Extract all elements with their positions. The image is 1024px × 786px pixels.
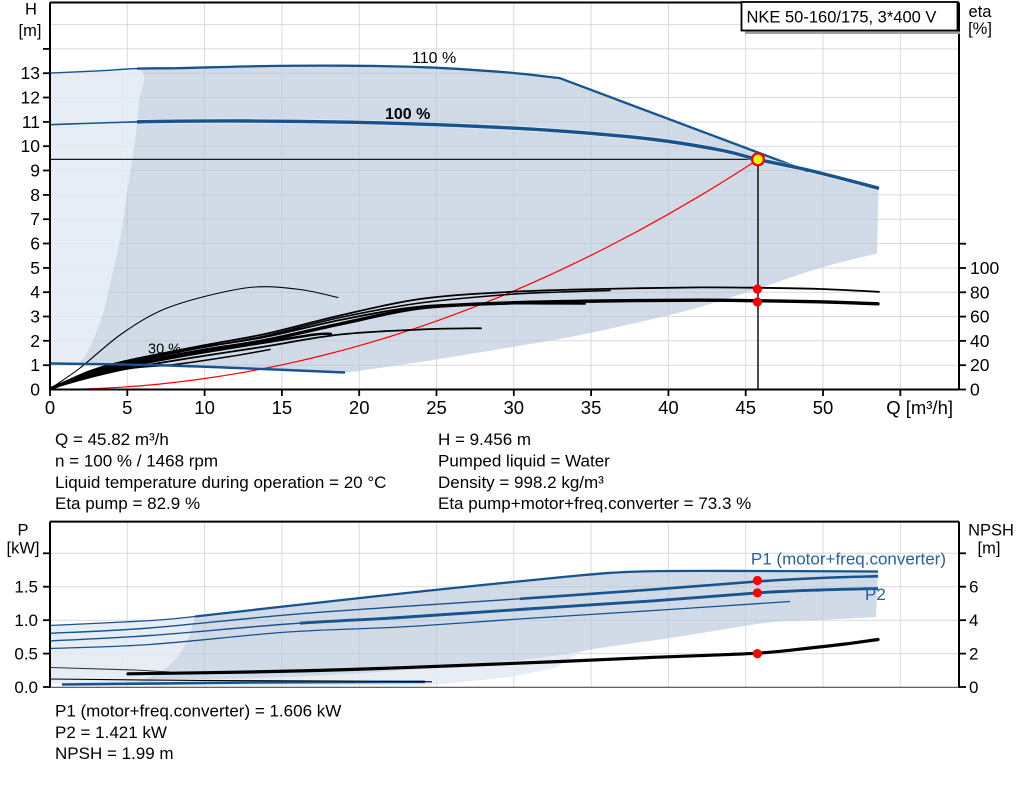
svg-text:Eta pump+motor+freq.converter: Eta pump+motor+freq.converter = 73.3 % [438,494,751,513]
svg-text:0: 0 [970,380,980,400]
svg-text:20: 20 [970,355,990,375]
svg-text:0.0: 0.0 [14,678,38,697]
svg-text:P1 (motor+freq.converter) = 1.: P1 (motor+freq.converter) = 1.606 kW [55,702,341,721]
svg-text:4: 4 [969,611,978,630]
svg-text:2: 2 [969,645,978,664]
svg-text:5: 5 [122,397,132,418]
svg-text:11: 11 [22,112,40,132]
svg-text:Liquid temperature during oper: Liquid temperature during operation = 20… [55,473,386,492]
svg-text:[m]: [m] [978,540,1001,558]
svg-text:10: 10 [194,397,215,418]
svg-text:30: 30 [504,397,525,418]
svg-text:8: 8 [30,185,40,205]
svg-text:NPSH = 1.99 m: NPSH = 1.99 m [55,744,174,763]
svg-text:[%]: [%] [968,20,992,38]
svg-text:9: 9 [30,161,40,181]
svg-text:5: 5 [30,258,40,278]
svg-text:0: 0 [969,678,978,697]
svg-text:Q [m³/h]: Q [m³/h] [886,397,953,418]
svg-text:0.5: 0.5 [14,645,38,664]
svg-text:7: 7 [30,209,40,229]
svg-text:13: 13 [21,63,40,83]
svg-text:Q = 45.82 m³/h: Q = 45.82 m³/h [55,430,169,449]
svg-text:1.0: 1.0 [14,611,38,630]
svg-text:80: 80 [970,282,990,302]
svg-text:45: 45 [735,397,756,418]
svg-text:6: 6 [969,578,978,597]
svg-text:P2 = 1.421 kW: P2 = 1.421 kW [55,723,167,742]
svg-text:eta: eta [969,3,993,21]
svg-text:20: 20 [349,397,370,418]
svg-text:35: 35 [581,397,602,418]
svg-text:4: 4 [30,282,40,302]
svg-text:40: 40 [970,331,990,351]
svg-text:6: 6 [30,234,40,254]
svg-text:P1 (motor+freq.converter): P1 (motor+freq.converter) [751,550,946,569]
svg-text:H: H [25,1,37,19]
svg-text:15: 15 [272,397,293,418]
svg-text:12: 12 [21,88,40,108]
svg-text:50: 50 [813,397,834,418]
svg-text:1.5: 1.5 [14,578,38,597]
svg-text:2: 2 [30,331,40,351]
svg-text:1: 1 [30,355,40,375]
svg-text:P: P [17,522,28,540]
svg-text:10: 10 [21,136,41,156]
svg-text:100: 100 [970,258,999,278]
svg-text:H = 9.456 m: H = 9.456 m [438,430,531,449]
svg-text:100 %: 100 % [385,106,430,123]
svg-text:0: 0 [30,380,40,400]
svg-text:Pumped liquid = Water: Pumped liquid = Water [438,452,610,471]
svg-text:3: 3 [30,307,40,327]
svg-text:[kW]: [kW] [7,540,40,558]
svg-text:25: 25 [426,397,447,418]
svg-text:[m]: [m] [19,22,42,40]
svg-text:60: 60 [970,307,990,327]
svg-text:110 %: 110 % [412,50,456,67]
svg-text:P2: P2 [865,585,886,604]
svg-text:0: 0 [45,397,55,418]
svg-text:NPSH: NPSH [968,522,1014,540]
svg-text:40: 40 [658,397,679,418]
svg-text:NKE 50-160/175, 3*400 V: NKE 50-160/175, 3*400 V [747,9,937,27]
svg-text:Density = 998.2 kg/m³: Density = 998.2 kg/m³ [438,473,604,492]
svg-text:Eta pump = 82.9 %: Eta pump = 82.9 % [55,494,200,513]
svg-text:n = 100 % / 1468 rpm: n = 100 % / 1468 rpm [55,452,218,471]
